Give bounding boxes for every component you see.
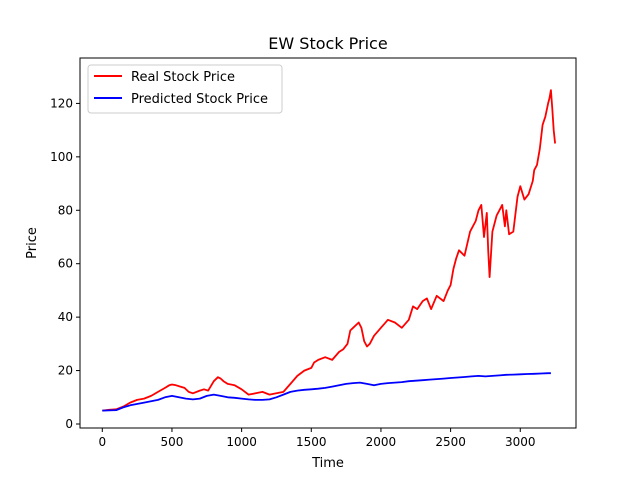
x-tick-label: 1000 (226, 435, 257, 449)
plot-area (102, 89, 556, 412)
y-tick-label: 60 (58, 257, 73, 271)
y-tick-label: 120 (50, 96, 73, 110)
x-tick-label: 500 (161, 435, 184, 449)
y-tick-label: 100 (50, 150, 73, 164)
x-tick-label: 1500 (296, 435, 327, 449)
y-tick-label: 80 (58, 203, 73, 217)
series-line-real (102, 89, 556, 412)
legend-label-real: Real Stock Price (131, 70, 235, 85)
y-axis-ticks: 0 20 40 60 80 100 120 (50, 96, 80, 431)
y-tick-label: 20 (58, 364, 73, 378)
legend: Real Stock Price Predicted Stock Price (87, 64, 283, 114)
legend-label-predicted: Predicted Stock Price (131, 92, 268, 107)
y-axis-label: Price (25, 227, 40, 259)
x-tick-label: 0 (98, 435, 106, 449)
x-tick-label: 3000 (505, 435, 536, 449)
chart-title: EW Stock Price (268, 34, 387, 53)
series-line-predicted (102, 372, 551, 412)
x-axis-ticks: 0 500 1000 1500 2000 2500 3000 (98, 428, 536, 449)
legend-box (87, 64, 283, 114)
y-tick-label: 0 (65, 417, 73, 431)
x-axis-label: Time (311, 456, 344, 471)
y-tick-label: 40 (58, 310, 73, 324)
axes-frame (79, 57, 577, 429)
x-tick-label: 2500 (435, 435, 466, 449)
x-tick-label: 2000 (366, 435, 397, 449)
